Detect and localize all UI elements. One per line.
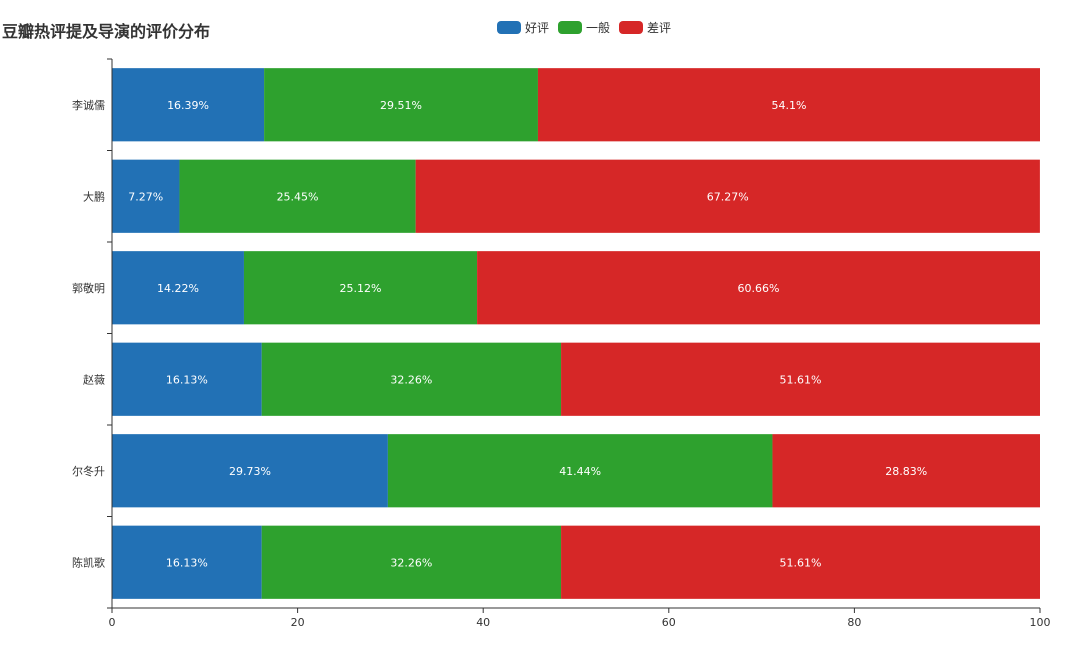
data-label: 28.83% <box>885 465 927 478</box>
legend-label-negative: 差评 <box>647 21 672 35</box>
data-label: 7.27% <box>128 190 163 203</box>
legend-label-neutral: 一般 <box>586 21 611 35</box>
y-tick-label: 陈凯歌 <box>72 555 105 569</box>
y-tick-label: 尔冬升 <box>72 464 105 478</box>
data-label: 51.61% <box>780 373 822 386</box>
legend-item-neutral[interactable]: 一般 <box>558 19 610 36</box>
x-tick-label: 60 <box>662 616 676 629</box>
bar-segment[interactable] <box>387 434 773 508</box>
data-label: 16.13% <box>166 373 208 386</box>
data-label: 25.45% <box>277 190 319 203</box>
bar-segment[interactable] <box>112 68 265 142</box>
y-tick-label: 李诚儒 <box>72 98 105 112</box>
data-label: 29.51% <box>380 99 422 112</box>
legend-swatch-positive <box>497 21 521 34</box>
data-label: 67.27% <box>707 190 749 203</box>
data-label: 16.13% <box>166 556 208 569</box>
data-label: 51.61% <box>780 556 822 569</box>
data-label: 54.1% <box>771 99 806 112</box>
data-label: 32.26% <box>390 556 432 569</box>
bar-segment[interactable] <box>477 251 1040 325</box>
x-tick-label: 0 <box>109 616 116 629</box>
chart-title: 豆瓣热评提及导演的评价分布 <box>2 22 211 41</box>
bar-segment[interactable] <box>561 525 1040 599</box>
legend-label-positive: 好评 <box>525 21 550 35</box>
bar-segment[interactable] <box>243 251 478 325</box>
legend-item-negative[interactable]: 差评 <box>619 19 671 36</box>
bar-segment[interactable] <box>179 159 416 233</box>
bar-segment[interactable] <box>112 434 388 508</box>
y-tick-label: 赵薇 <box>83 372 105 386</box>
y-tick-label: 郭敬明 <box>72 282 105 295</box>
bar-segment[interactable] <box>537 68 1040 142</box>
x-tick-label: 80 <box>847 616 861 629</box>
bar-segment[interactable] <box>264 68 538 142</box>
bar-segment[interactable] <box>112 342 262 416</box>
bar-segment[interactable] <box>112 525 262 599</box>
data-label: 25.12% <box>340 282 382 295</box>
bar-segment[interactable] <box>112 159 180 233</box>
bar-segment[interactable] <box>261 342 562 416</box>
data-label: 16.39% <box>167 99 209 112</box>
bar-segment[interactable] <box>415 159 1040 233</box>
legend-swatch-neutral <box>558 21 583 34</box>
x-tick-label: 100 <box>1030 616 1051 629</box>
data-label: 41.44% <box>559 465 601 478</box>
data-label: 14.22% <box>157 282 199 295</box>
legend-item-positive[interactable]: 好评 <box>497 19 549 36</box>
bar-segment[interactable] <box>112 251 244 325</box>
legend: 好评 一般 差评 <box>497 19 680 36</box>
legend-swatch-negative <box>619 21 644 34</box>
data-label: 60.66% <box>738 282 780 295</box>
x-tick-label: 40 <box>476 616 490 629</box>
bar-segment[interactable] <box>772 434 1040 508</box>
bar-segment[interactable] <box>261 525 562 599</box>
bar-segment[interactable] <box>561 342 1040 416</box>
x-tick-label: 20 <box>291 616 305 629</box>
data-label: 29.73% <box>229 465 271 478</box>
data-label: 32.26% <box>390 373 432 386</box>
y-tick-label: 大鹏 <box>83 189 105 203</box>
